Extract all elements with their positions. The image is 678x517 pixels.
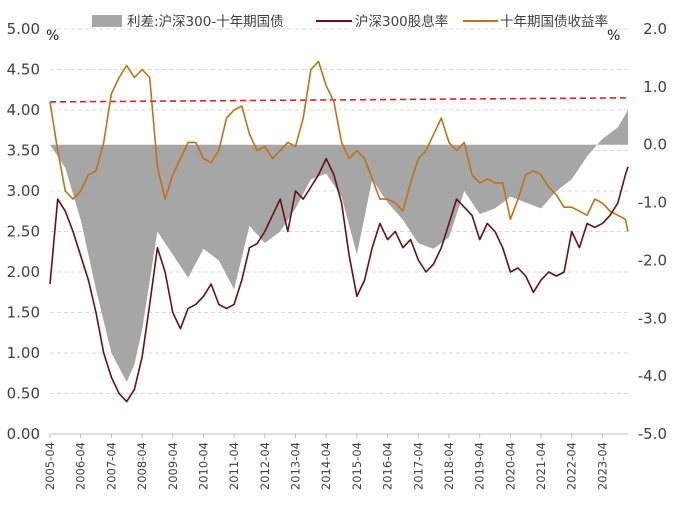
x-tick-label: 2009-04	[166, 442, 180, 490]
left-tick-label: 3.00	[7, 182, 40, 200]
right-axis-ticks: -5.0 -4.0 -3.0 -2.0 -1.0 0.0 1.0 2.0	[638, 20, 667, 443]
x-tick-label: 2019-04	[473, 442, 487, 490]
x-tick-label: 2007-04	[104, 442, 118, 490]
right-tick-label: -2.0	[638, 251, 667, 269]
left-tick-label: 1.50	[7, 304, 40, 322]
left-tick-label: 4.50	[7, 61, 40, 79]
reference-line	[49, 97, 629, 103]
right-tick-label: 1.0	[643, 78, 667, 96]
left-axis-unit: %	[46, 28, 59, 44]
legend: 利差:沪深300-十年期国债 沪深300股息率 十年期国债收益率	[92, 13, 608, 30]
x-tick-label: 2011-04	[227, 442, 241, 490]
series-lines	[49, 60, 629, 403]
right-tick-label: -4.0	[638, 367, 667, 385]
legend-label-dividend: 沪深300股息率	[355, 13, 448, 30]
left-tick-label: 4.00	[7, 101, 40, 119]
left-tick-label: 2.50	[7, 223, 40, 241]
legend-label-bond: 十年期国债收益率	[500, 13, 608, 30]
x-tick-label: 2021-04	[534, 442, 548, 490]
left-tick-label: 0.50	[7, 385, 40, 403]
right-axis-unit: %	[607, 28, 620, 44]
legend-swatch-spread	[92, 15, 122, 27]
x-tick-label: 2008-04	[135, 442, 149, 490]
left-tick-label: 5.00	[7, 20, 40, 38]
x-tick-label: 2017-04	[411, 442, 425, 490]
left-axis-ticks: 0.00 0.50 1.00 1.50 2.00 2.50 3.00 3.50 4.00 4.50…	[7, 20, 40, 443]
right-tick-label: 0.0	[643, 136, 667, 154]
right-tick-label: -1.0	[638, 194, 667, 212]
x-tick-label: 2010-04	[196, 442, 210, 490]
x-tick-label: 2015-04	[350, 442, 364, 490]
right-tick-label: 2.0	[643, 20, 667, 38]
x-tick-label: 2022-04	[565, 442, 579, 490]
bond-yield-line	[49, 60, 629, 232]
x-tick-label: 2005-04	[43, 442, 57, 490]
spread-area	[50, 110, 628, 382]
left-tick-label: 2.00	[7, 263, 40, 281]
reference-line-layer	[49, 97, 629, 103]
x-tick-label: 2014-04	[319, 442, 333, 490]
right-tick-label: -5.0	[638, 425, 667, 443]
left-tick-label: 0.00	[7, 425, 40, 443]
x-tick-label: 2016-04	[381, 442, 395, 490]
left-tick-label: 1.00	[7, 344, 40, 362]
x-tick-label: 2006-04	[74, 442, 88, 490]
right-tick-label: -3.0	[638, 309, 667, 327]
x-tick-label: 2018-04	[442, 442, 456, 490]
legend-label-spread: 利差:沪深300-十年期国债	[127, 14, 284, 30]
x-axis-ticks: 2005-04 2006-04 2007-04 2008-04 2009-04 2010-…	[43, 434, 609, 490]
x-tick-label: 2013-04	[289, 442, 303, 490]
x-tick-label: 2020-04	[503, 442, 517, 490]
left-tick-label: 3.50	[7, 142, 40, 160]
x-tick-label: 2012-04	[258, 442, 272, 490]
spread-area-layer	[50, 110, 628, 382]
dividend-yield-line	[49, 157, 629, 403]
x-tick-label: 2023-04	[595, 442, 609, 490]
